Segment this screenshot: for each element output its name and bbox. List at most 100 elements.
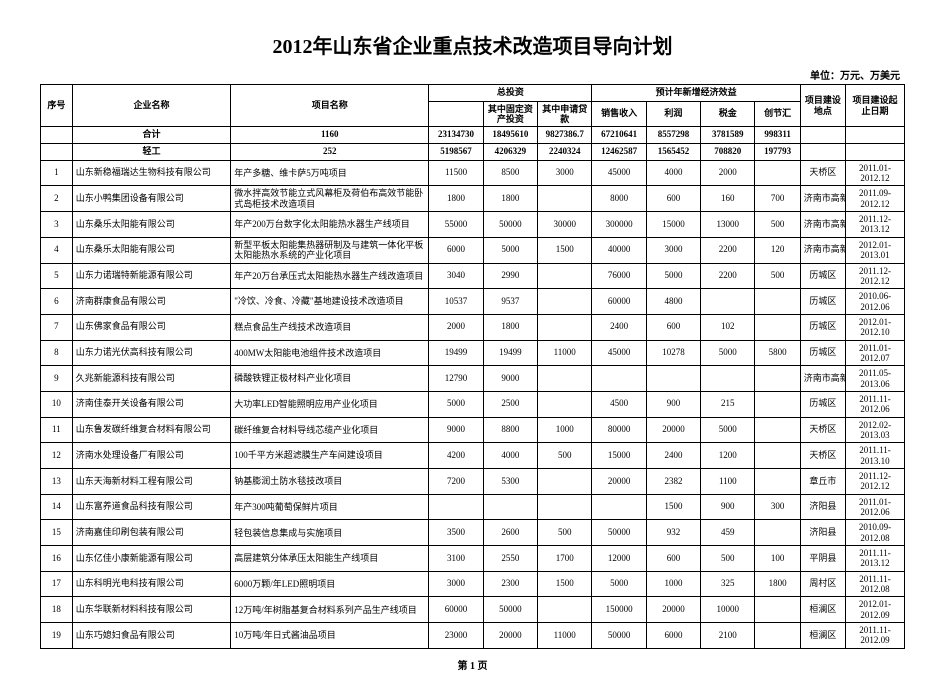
table-cell: [538, 469, 592, 495]
table-cell: 1100: [701, 469, 755, 495]
table-cell: [429, 494, 483, 520]
table-cell: 120: [755, 237, 800, 263]
summary-row: 合计116023134730184956109827386.7672106418…: [41, 127, 905, 144]
table-row: 18山东华联新材料科技有限公司12万吨/年树脂基复合材料系列产品生产线项目600…: [41, 597, 905, 623]
table-cell: 2500: [483, 391, 537, 417]
hdr-profit: 利润: [646, 101, 700, 127]
data-table: 序号 企业名称 项目名称 总投资 预计年新增经济效益 项目建设地点 项目建设起止…: [40, 84, 905, 649]
page-footer: 第 1 页: [40, 657, 905, 672]
table-cell: 山东小鸭集团设备有限公司: [72, 186, 231, 212]
table-cell: 10万吨/年日式酱油品项目: [231, 623, 429, 649]
table-cell: 年产多糖、维卡萨5万吨项目: [231, 160, 429, 186]
table-cell: 252: [231, 144, 429, 161]
table-cell: 1565452: [646, 144, 700, 161]
table-cell: 新型平板太阳能集热器研制及与建筑一体化平板太阳能热水系统的产业化项目: [231, 237, 429, 263]
table-cell: 9000: [429, 417, 483, 443]
table-cell: 600: [646, 546, 700, 572]
table-cell: 17: [41, 571, 73, 597]
table-cell: [755, 314, 800, 340]
table-cell: 4500: [592, 391, 646, 417]
table-cell: 山东力诺瑞特新能源有限公司: [72, 263, 231, 289]
table-cell: 5000: [483, 237, 537, 263]
table-cell: 76000: [592, 263, 646, 289]
hdr-total: [429, 101, 483, 127]
table-cell: 500: [755, 212, 800, 238]
table-cell: 11000: [538, 340, 592, 366]
table-cell: 2010.09-2012.08: [846, 520, 905, 546]
table-cell: 1800: [429, 186, 483, 212]
table-cell: 1: [41, 160, 73, 186]
table-cell: [701, 289, 755, 315]
table-cell: 山东佛家食品有限公司: [72, 314, 231, 340]
table-cell: 2990: [483, 263, 537, 289]
table-cell: 天桥区: [800, 417, 845, 443]
table-cell: 4206329: [483, 144, 537, 161]
table-cell: 济南市高新区: [800, 237, 845, 263]
table-cell: 4: [41, 237, 73, 263]
table-cell: 10000: [701, 597, 755, 623]
table-cell: [755, 289, 800, 315]
table-cell: 2382: [646, 469, 700, 495]
table-cell: 1000: [538, 417, 592, 443]
table-row: 19山东巧媳妇食品有限公司10万吨/年日式酱油品项目23000200001100…: [41, 623, 905, 649]
table-header: 序号 企业名称 项目名称 总投资 预计年新增经济效益 项目建设地点 项目建设起止…: [41, 85, 905, 127]
table-cell: 2400: [646, 443, 700, 469]
table-cell: 600: [646, 186, 700, 212]
table-cell: 50000: [592, 623, 646, 649]
table-cell: 60000: [429, 597, 483, 623]
table-cell: 300000: [592, 212, 646, 238]
hdr-company: 企业名称: [72, 85, 231, 127]
table-cell: 4000: [646, 160, 700, 186]
table-cell: [755, 623, 800, 649]
table-cell: 50000: [483, 597, 537, 623]
table-cell: 山东亿佳小康新能源有限公司: [72, 546, 231, 572]
table-cell: 2200: [701, 237, 755, 263]
table-cell: 2: [41, 186, 73, 212]
table-cell: 11500: [429, 160, 483, 186]
hdr-location: 项目建设地点: [800, 85, 845, 127]
table-cell: 济南市高新区: [800, 212, 845, 238]
table-row: 12济南水处理设备厂有限公司100千平方米超滤膜生产车间建设项目42004000…: [41, 443, 905, 469]
table-body: 合计116023134730184956109827386.7672106418…: [41, 127, 905, 648]
table-cell: 20000: [483, 623, 537, 649]
table-cell: 13: [41, 469, 73, 495]
table-cell: [755, 391, 800, 417]
page-title: 2012年山东省企业重点技术改造项目导向计划: [40, 30, 905, 59]
table-cell: 3781589: [701, 127, 755, 144]
table-cell: 1500: [538, 571, 592, 597]
table-cell: 19499: [429, 340, 483, 366]
table-cell: 2011.11-2013.10: [846, 443, 905, 469]
table-cell: 济南市高新区: [800, 366, 845, 392]
table-cell: 周村区: [800, 571, 845, 597]
table-cell: 11000: [538, 623, 592, 649]
table-row: 13山东天海新材料工程有限公司钠基膨润土防水毯技改项目7200530020000…: [41, 469, 905, 495]
table-cell: 历城区: [800, 289, 845, 315]
table-cell: 1800: [755, 571, 800, 597]
hdr-tax: 税金: [701, 101, 755, 127]
table-row: 7山东佛家食品有限公司糕点食品生产线技术改造项目2000180024006001…: [41, 314, 905, 340]
table-cell: 3100: [429, 546, 483, 572]
table-cell: [41, 127, 73, 144]
hdr-loan: 其中申请贷款: [538, 101, 592, 127]
table-cell: 12: [41, 443, 73, 469]
table-cell: 6: [41, 289, 73, 315]
table-cell: 合计: [72, 127, 231, 144]
table-cell: 2011.11-2012.06: [846, 391, 905, 417]
table-cell: 9537: [483, 289, 537, 315]
table-cell: [755, 417, 800, 443]
table-cell: [755, 520, 800, 546]
table-cell: 45000: [592, 160, 646, 186]
table-row: 14山东富养道食品科技有限公司年产300吨葡萄保鲜片项目1500900300济阳…: [41, 494, 905, 520]
table-cell: 23000: [429, 623, 483, 649]
table-row: 11山东鲁发碳纤维复合材料有限公司碳纤维复合材料导线芯缆产业化项目9000880…: [41, 417, 905, 443]
table-row: 5山东力诺瑞特新能源有限公司年产20万台承压式太阳能热水器生产线改造项目3040…: [41, 263, 905, 289]
table-cell: 4800: [646, 289, 700, 315]
table-cell: 碳纤维复合材料导线芯缆产业化项目: [231, 417, 429, 443]
table-cell: 1800: [483, 186, 537, 212]
table-cell: 天桥区: [800, 160, 845, 186]
table-cell: 5000: [701, 340, 755, 366]
hdr-dates: 项目建设起止日期: [846, 85, 905, 127]
table-cell: 9000: [483, 366, 537, 392]
table-cell: 3040: [429, 263, 483, 289]
table-cell: 197793: [755, 144, 800, 161]
